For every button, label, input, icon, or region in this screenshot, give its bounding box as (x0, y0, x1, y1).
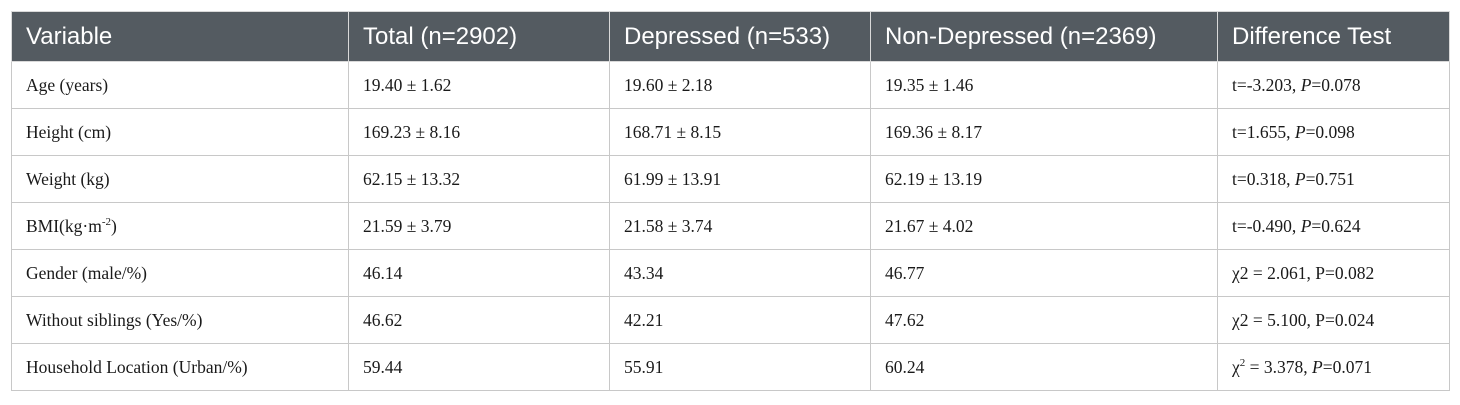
cell-non-depressed: 62.19 ± 13.19 (870, 155, 1218, 203)
cell-non-depressed: 169.36 ± 8.17 (870, 108, 1218, 156)
header-variable: Variable (11, 11, 349, 62)
cell-depressed: 168.71 ± 8.15 (609, 108, 871, 156)
p-label: P (1300, 215, 1312, 236)
test-statistic: = 3.378, (1249, 356, 1308, 377)
cell-variable: Height (cm) (11, 108, 349, 156)
chi-superscript: 2 (1239, 356, 1246, 369)
chi-symbol: χ (1232, 356, 1240, 377)
cell-total: 59.44 (348, 343, 610, 391)
p-label: P (1294, 168, 1306, 189)
header-row: Variable Total (n=2902) Depressed (n=533… (11, 11, 1450, 62)
data-table: Variable Total (n=2902) Depressed (n=533… (11, 11, 1450, 391)
cell-depressed: 21.58 ± 3.74 (609, 202, 871, 250)
cell-non-depressed: 60.24 (870, 343, 1218, 391)
test-statistic: t=1.655, (1232, 121, 1291, 142)
cell-variable: Weight (kg) (11, 155, 349, 203)
cell-total: 62.15 ± 13.32 (348, 155, 610, 203)
cell-non-depressed: 47.62 (870, 296, 1218, 344)
cell-difference-test: t=-0.490, P=0.624 (1217, 202, 1450, 250)
cell-depressed: 19.60 ± 2.18 (609, 61, 871, 109)
cell-difference-test: χ2 = 5.100, P=0.024 (1217, 296, 1450, 344)
cell-non-depressed: 21.67 ± 4.02 (870, 202, 1218, 250)
table-body: Age (years) 19.40 ± 1.62 19.60 ± 2.18 19… (11, 61, 1450, 391)
table-row: BMI(kg·m-2) 21.59 ± 3.79 21.58 ± 3.74 21… (11, 202, 1450, 250)
test-statistic: t=0.318, (1232, 168, 1291, 189)
cell-variable: Age (years) (11, 61, 349, 109)
cell-variable: Household Location (Urban/%) (11, 343, 349, 391)
cell-non-depressed: 19.35 ± 1.46 (870, 61, 1218, 109)
p-label: P (1300, 74, 1312, 95)
cell-difference-test: χ2 = 3.378, P=0.071 (1217, 343, 1450, 391)
header-depressed: Depressed (n=533) (609, 11, 871, 62)
table-row: Without siblings (Yes/%) 46.62 42.21 47.… (11, 296, 1450, 344)
table-row: Age (years) 19.40 ± 1.62 19.60 ± 2.18 19… (11, 61, 1450, 109)
header-difference-test: Difference Test (1217, 11, 1450, 62)
cell-total: 46.14 (348, 249, 610, 297)
p-value: =0.624 (1311, 215, 1361, 236)
table-header: Variable Total (n=2902) Depressed (n=533… (11, 11, 1450, 62)
table-row: Gender (male/%) 46.14 43.34 46.77 χ2 = 2… (11, 249, 1450, 297)
cell-total: 19.40 ± 1.62 (348, 61, 610, 109)
table-row: Weight (kg) 62.15 ± 13.32 61.99 ± 13.91 … (11, 155, 1450, 203)
cell-depressed: 55.91 (609, 343, 871, 391)
cell-variable: BMI(kg·m-2) (11, 202, 349, 250)
variable-base: BMI(kg·m (26, 215, 102, 236)
test-statistic: t=-3.203, (1232, 74, 1297, 95)
cell-difference-test: t=0.318, P=0.751 (1217, 155, 1450, 203)
cell-depressed: 42.21 (609, 296, 871, 344)
table-container: Variable Total (n=2902) Depressed (n=533… (11, 11, 1450, 391)
cell-non-depressed: 46.77 (870, 249, 1218, 297)
cell-difference-test: t=-3.203, P=0.078 (1217, 61, 1450, 109)
cell-total: 21.59 ± 3.79 (348, 202, 610, 250)
cell-depressed: 61.99 ± 13.91 (609, 155, 871, 203)
table-row: Height (cm) 169.23 ± 8.16 168.71 ± 8.15 … (11, 108, 1450, 156)
cell-total: 169.23 ± 8.16 (348, 108, 610, 156)
cell-variable: Without siblings (Yes/%) (11, 296, 349, 344)
cell-depressed: 43.34 (609, 249, 871, 297)
test-statistic: t=-0.490, (1232, 215, 1297, 236)
variable-superscript: -2 (101, 215, 111, 228)
cell-difference-test: t=1.655, P=0.098 (1217, 108, 1450, 156)
p-label: P (1294, 121, 1306, 142)
header-non-depressed: Non-Depressed (n=2369) (870, 11, 1218, 62)
p-value: =0.751 (1305, 168, 1355, 189)
p-value: =0.078 (1311, 74, 1361, 95)
p-label: P (1312, 356, 1323, 377)
header-total: Total (n=2902) (348, 11, 610, 62)
cell-difference-test: χ2 = 2.061, P=0.082 (1217, 249, 1450, 297)
table-row: Household Location (Urban/%) 59.44 55.91… (11, 343, 1450, 391)
cell-total: 46.62 (348, 296, 610, 344)
p-value: =0.098 (1305, 121, 1355, 142)
cell-variable: Gender (male/%) (11, 249, 349, 297)
p-value: =0.071 (1322, 356, 1372, 377)
variable-end: ) (111, 215, 117, 236)
